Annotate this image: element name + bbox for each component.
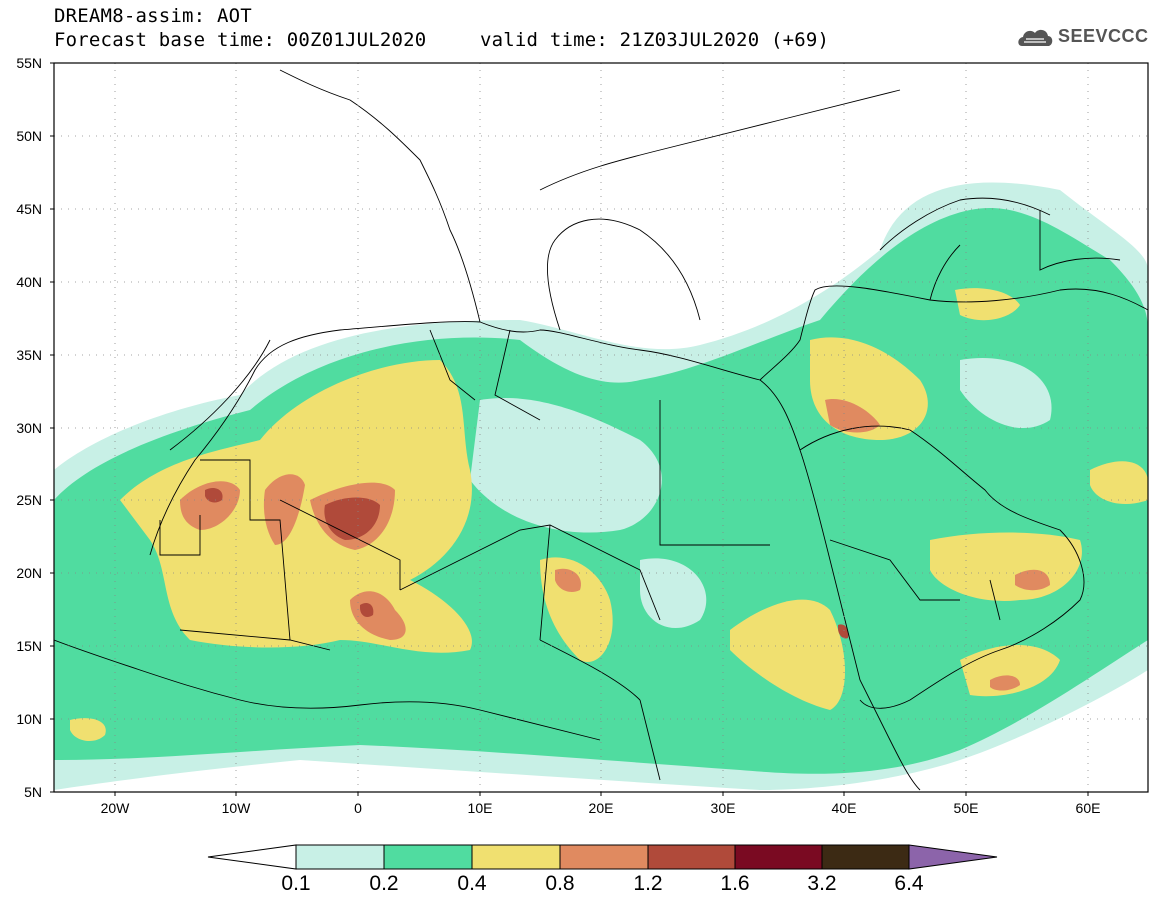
lon-label: 30E bbox=[710, 800, 736, 816]
lon-label: 40E bbox=[831, 800, 857, 816]
lat-label: 45N bbox=[16, 201, 42, 217]
colorbar-over-arrow bbox=[908, 844, 998, 870]
colorbar-bin bbox=[471, 844, 561, 870]
lon-label: 20E bbox=[588, 800, 614, 816]
colorbar-label: 0.8 bbox=[545, 872, 575, 895]
lon-label: 20W bbox=[100, 800, 130, 816]
lon-label: 50E bbox=[953, 800, 979, 816]
colorbar bbox=[207, 844, 998, 870]
lat-label: 25N bbox=[16, 492, 42, 508]
graticule bbox=[54, 63, 1148, 792]
valid-time: valid time: 21Z03JUL2020 (+69) bbox=[480, 29, 830, 51]
colorbar-label: 1.6 bbox=[720, 872, 750, 895]
lat-label: 55N bbox=[16, 55, 42, 71]
colorbar-label: 1.2 bbox=[633, 872, 663, 895]
lat-label: 50N bbox=[16, 128, 42, 144]
lat-label: 15N bbox=[16, 638, 42, 654]
colorbar-label: 0.1 bbox=[281, 872, 311, 895]
lon-label: 60E bbox=[1075, 800, 1101, 816]
colorbar-bin bbox=[647, 844, 736, 870]
lon-label: 10W bbox=[221, 800, 251, 816]
colorbar-bin bbox=[295, 844, 385, 870]
lat-label: 35N bbox=[16, 347, 42, 363]
lat-label: 10N bbox=[16, 711, 42, 727]
colorbar-bin bbox=[559, 844, 649, 870]
colorbar-bin bbox=[734, 844, 823, 870]
colorbar-label: 6.4 bbox=[894, 872, 924, 895]
colorbar-label: 3.2 bbox=[807, 872, 837, 895]
lat-label: 30N bbox=[16, 420, 42, 436]
logo-text: SEEVCCC bbox=[1058, 26, 1149, 46]
lat-label: 5N bbox=[24, 784, 42, 800]
colorbar-label: 0.2 bbox=[369, 872, 399, 895]
aot-contour-0.8 bbox=[180, 481, 240, 530]
lon-label: 10E bbox=[467, 800, 493, 816]
forecast-base-time: Forecast base time: 00Z01JUL2020 bbox=[54, 29, 427, 51]
colorbar-bin bbox=[821, 844, 910, 870]
colorbar-label: 0.4 bbox=[457, 872, 487, 895]
lat-label: 20N bbox=[16, 565, 42, 581]
lon-label: 0 bbox=[354, 800, 362, 816]
lat-label: 40N bbox=[16, 274, 42, 290]
colorbar-bin bbox=[383, 844, 473, 870]
product-title: DREAM8-assim: AOT bbox=[54, 5, 252, 27]
colorbar-under-arrow bbox=[207, 844, 297, 870]
cloud-icon bbox=[1018, 29, 1053, 46]
